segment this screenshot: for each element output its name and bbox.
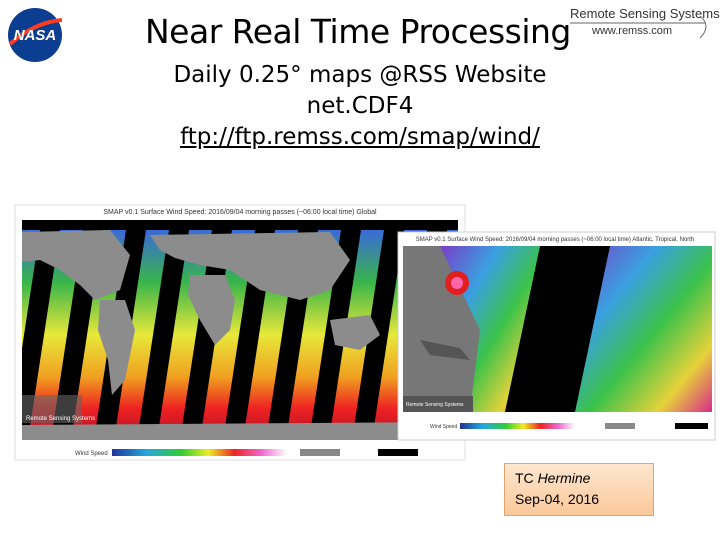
storm-line: TC Hermine bbox=[515, 468, 643, 489]
land bbox=[22, 230, 458, 440]
rss-url: www.remss.com bbox=[591, 25, 672, 37]
subtitle-line: Daily 0.25° maps @RSS Website bbox=[173, 62, 547, 88]
map-shape bbox=[300, 449, 340, 456]
slide-title: Near Real Time Processing bbox=[145, 12, 571, 51]
global-map: SMAP v0.1 Surface Wind Speed: 2016/09/04… bbox=[14, 204, 466, 461]
subtitle-line: net.CDF4 bbox=[306, 93, 414, 119]
map-shape bbox=[675, 423, 708, 429]
map-shape bbox=[403, 396, 473, 412]
storm-type: TC bbox=[515, 470, 534, 486]
map-shape bbox=[451, 277, 463, 289]
map-shape bbox=[575, 246, 712, 412]
map-credit: Remote Sensing Systems bbox=[26, 416, 95, 422]
map-shape bbox=[22, 230, 60, 440]
colorbar bbox=[460, 423, 575, 429]
map-shape bbox=[699, 15, 707, 39]
map-title: SMAP v0.1 Surface Wind Speed: 2016/09/04… bbox=[416, 237, 695, 243]
map-shape bbox=[22, 395, 82, 423]
map-shape bbox=[605, 423, 635, 429]
map-shape bbox=[8, 18, 63, 46]
map-title: SMAP v0.1 Surface Wind Speed: 2016/09/04… bbox=[103, 209, 377, 216]
map-shape bbox=[22, 422, 458, 440]
map-shape bbox=[137, 230, 189, 440]
map-shape bbox=[378, 449, 418, 456]
nasa-logo: NASA bbox=[8, 8, 63, 62]
colorbar-label: Wind Speed bbox=[430, 424, 457, 430]
map-credit: Remote Sensing Systems bbox=[406, 402, 464, 408]
storm-name: Hermine bbox=[537, 470, 591, 486]
callout: TC Hermine Sep-04, 2016 bbox=[504, 463, 654, 516]
atlantic-map: SMAP v0.1 Surface Wind Speed: 2016/09/04… bbox=[397, 231, 716, 441]
map-shape bbox=[98, 300, 135, 395]
rss-name: Remote Sensing Systems bbox=[570, 6, 720, 21]
map-shape bbox=[150, 232, 350, 300]
map-shape bbox=[330, 315, 380, 350]
map-shape bbox=[22, 220, 458, 230]
map-shape bbox=[188, 275, 235, 345]
map-shape bbox=[420, 340, 470, 360]
rss-logo: Remote Sensing Systems www.remss.com bbox=[570, 6, 720, 39]
map-shape bbox=[22, 230, 130, 300]
nasa-text: NASA bbox=[14, 27, 57, 44]
colorbar bbox=[112, 449, 287, 456]
storm-date: Sep-04, 2016 bbox=[515, 491, 600, 507]
colorbar-label: Wind Speed bbox=[75, 451, 108, 457]
ftp-link[interactable]: ftp://ftp.remss.com/smap/wind/ bbox=[180, 124, 540, 150]
